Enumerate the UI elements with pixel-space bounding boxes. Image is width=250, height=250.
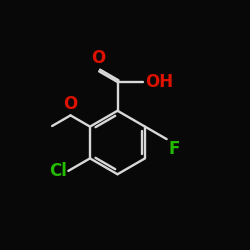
Text: F: F	[169, 140, 180, 158]
Text: O: O	[64, 95, 78, 114]
Text: OH: OH	[146, 73, 174, 91]
Text: Cl: Cl	[49, 162, 67, 180]
Text: O: O	[91, 49, 105, 67]
